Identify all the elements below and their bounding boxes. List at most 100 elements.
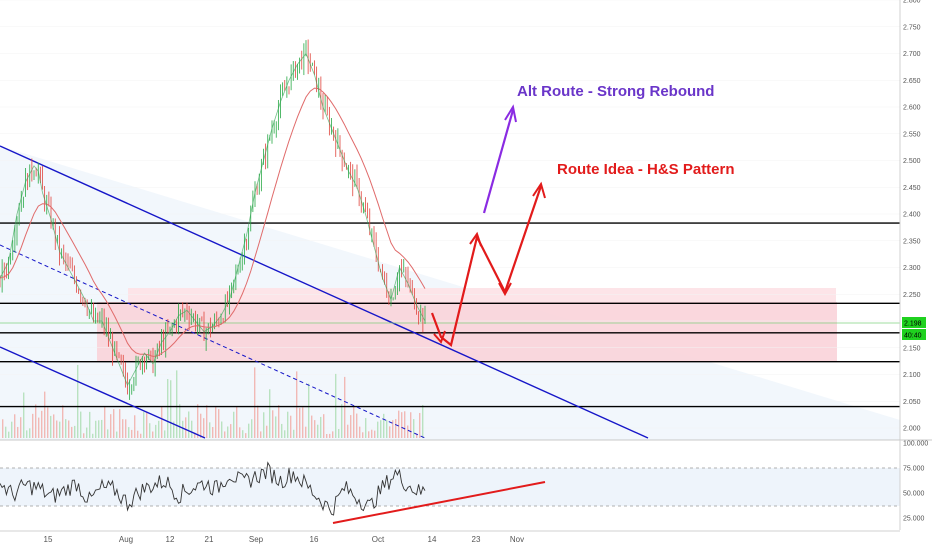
x-tick-label: 14 (428, 535, 437, 544)
volume-bar (74, 425, 76, 438)
price-tick-label: 2.600 (903, 105, 921, 112)
volume-bar (158, 420, 160, 438)
volume-bar (8, 431, 10, 438)
volume-bar (134, 415, 136, 438)
route-arrow-main (430, 185, 543, 347)
volume-bar (101, 419, 103, 438)
volume-bar (251, 419, 253, 438)
volume-bar (41, 410, 43, 438)
price-tick-label: 2.050 (903, 399, 921, 406)
volume-bar (50, 415, 52, 438)
price-tick-label: 2.700 (903, 51, 921, 58)
volume-bar (47, 407, 49, 438)
volume-bar (197, 404, 199, 438)
channel-lower-line (0, 346, 206, 439)
volume-bar (239, 427, 241, 438)
alt-route-arrow (482, 109, 515, 214)
rsi-axis-ticks: 100.000 75.000 50.000 25.000 (903, 441, 928, 523)
rsi-tick-label: 100.000 (903, 441, 928, 448)
price-tick-label: 2.350 (903, 238, 921, 245)
volume-bar (32, 413, 34, 438)
volume-bar (362, 432, 364, 438)
arrow-head-4 (532, 181, 546, 199)
volume-bar (11, 421, 13, 438)
price-tick-label: 2.500 (903, 158, 921, 165)
volume-bar (212, 427, 214, 438)
volume-bar (209, 422, 211, 438)
volume-bar (392, 420, 394, 438)
volume-bar (191, 420, 193, 438)
volume-bar (386, 420, 388, 438)
volume-bar (365, 418, 367, 438)
volume-bar (194, 432, 196, 438)
volume-bar (410, 412, 412, 438)
volume-bar (419, 412, 421, 438)
volume-bar (110, 414, 112, 438)
arrow-head-3 (498, 282, 512, 297)
volume-bar (149, 423, 151, 438)
volume-bar (224, 431, 226, 438)
rsi-trendline (332, 481, 546, 524)
volume-bar (377, 421, 379, 438)
volume-bar (257, 405, 259, 438)
volume-bar (341, 404, 343, 438)
volume-bar (20, 417, 22, 438)
volume-bar (320, 416, 322, 438)
price-tick-label: 2.000 (903, 426, 921, 433)
volume-bar (398, 410, 400, 438)
volume-bar (422, 405, 424, 438)
route-idea-annotation: Route Idea - H&S Pattern (557, 161, 735, 178)
volume-bar (326, 433, 328, 438)
countdown-badge (902, 329, 926, 340)
volume-bar (29, 428, 31, 438)
volume-bar (14, 414, 16, 438)
volume-bar (98, 420, 100, 438)
volume-bar (233, 411, 235, 438)
channel-upper-line (0, 145, 649, 439)
alt-arrow-head (504, 104, 517, 123)
volume-bar (146, 412, 148, 438)
volume-bar (185, 417, 187, 438)
volume-bar (65, 419, 67, 438)
volume-bar (38, 417, 40, 438)
volume-bar (200, 413, 202, 438)
x-tick-label: Sep (249, 535, 264, 544)
volume-bar (371, 429, 373, 438)
volume-bar (272, 410, 274, 438)
price-line (0, 52, 426, 387)
volume-bar (290, 415, 292, 438)
volume-bar (260, 431, 262, 438)
volume-bar (311, 415, 313, 438)
volume-bar (323, 414, 325, 438)
volume-bar (95, 420, 97, 438)
volume-bar (59, 421, 61, 438)
volume-bar (332, 431, 334, 438)
volume-bar (329, 433, 331, 438)
volume-bar (383, 413, 385, 438)
volume-bar (167, 379, 169, 438)
x-tick-label: 15 (44, 535, 53, 544)
price-tick-label: 2.650 (903, 78, 921, 85)
volume-bar (275, 416, 277, 438)
volume-bar (173, 421, 175, 438)
support-zone (97, 302, 837, 362)
volume-bar (242, 430, 244, 438)
price-tick-label: 2.250 (903, 292, 921, 299)
x-tick-label: 16 (310, 535, 319, 544)
volume-bar (62, 405, 64, 438)
volume-bar (299, 408, 301, 438)
volume-bar (182, 420, 184, 438)
arrow-head-1 (433, 330, 446, 344)
volume-bar (26, 430, 28, 438)
volume-bar (350, 415, 352, 438)
volume-bar (368, 431, 370, 438)
volume-bar (53, 414, 55, 438)
volume-bar (128, 427, 130, 438)
volume-bar (287, 411, 289, 438)
volume-bar (125, 419, 127, 438)
price-tick-label: 2.750 (903, 24, 921, 31)
price-tick-label: 2.100 (903, 372, 921, 379)
volume-bar (206, 405, 208, 438)
volume-bar (284, 430, 286, 438)
